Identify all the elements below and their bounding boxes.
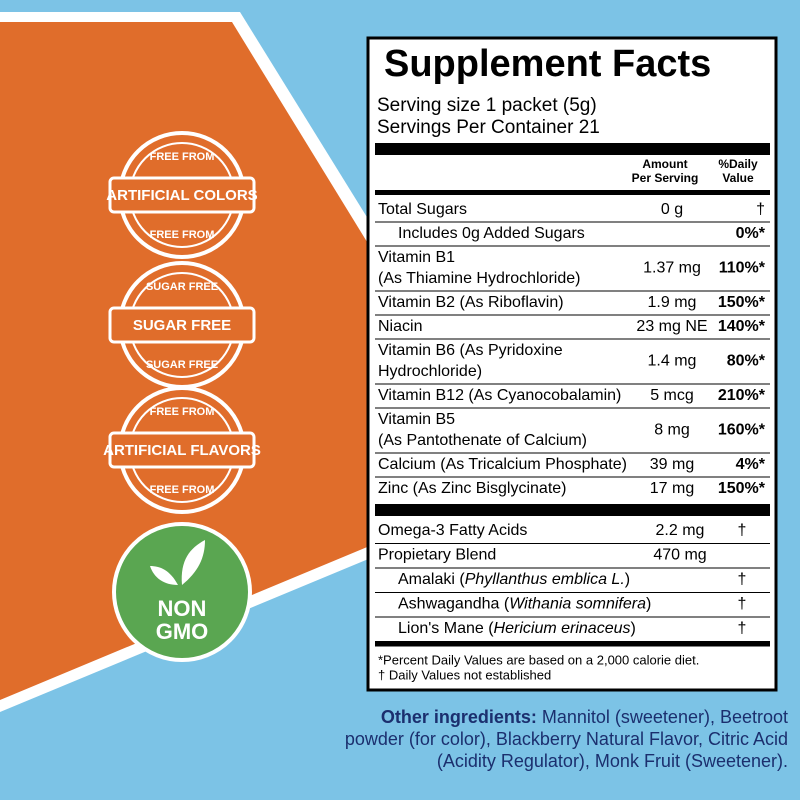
badge-middle: SUGAR FREE — [133, 317, 231, 334]
facts-rows: Total Sugars 0 g † Includes 0g Added Sugars… — [375, 201, 770, 647]
nutrient-amount: 5 mcg — [650, 387, 694, 404]
nutrient-dv: 160%* — [718, 422, 766, 439]
badge-top: FREE FROM — [150, 151, 215, 163]
nutrient-dv: 80%* — [727, 353, 766, 370]
blend-amount: 2.2 mg — [656, 522, 705, 539]
nutrient-amount: 1.37 mg — [643, 260, 701, 277]
blend-name: Propietary Blend — [378, 547, 496, 564]
nutrient-name: Includes 0g Added Sugars — [398, 225, 585, 242]
amount-header: Amount — [642, 157, 687, 171]
nutrient-dv: 4%* — [736, 456, 766, 473]
blend-dv: † — [738, 571, 747, 588]
nutrient-dv: † — [756, 201, 765, 218]
thick-rule — [375, 504, 770, 516]
nutrient-amount: 1.4 mg — [648, 353, 697, 370]
badge-band — [108, 431, 256, 469]
nutrient-name: (As Pantothenate of Calcium) — [378, 432, 587, 449]
blend-name-part: Ashwagandha ( — [398, 596, 510, 613]
blend-name-part: Phyllanthus emblica L. — [465, 571, 625, 588]
nutrient-amount: 8 mg — [654, 422, 690, 439]
nutrient-name: Vitamin B2 (As Riboflavin) — [378, 294, 564, 311]
nutrient-name: Vitamin B5 — [378, 411, 455, 428]
badge-band — [108, 306, 256, 344]
nutrient-name: Niacin — [378, 318, 422, 335]
footnote: *Percent Daily Values are based on a 2,0… — [378, 652, 699, 667]
nutrient-dv: 150%* — [718, 480, 766, 497]
blend-dv: † — [738, 522, 747, 539]
nutrient-amount: 0 g — [661, 201, 683, 218]
nutrient-dv: 110%* — [719, 260, 766, 277]
nutrient-amount: 1.9 mg — [648, 294, 697, 311]
badge-bottom: SUGAR FREE — [146, 359, 218, 371]
blend-name: Amalaki (Phyllanthus emblica L.) — [398, 571, 630, 588]
blend-name-part: Lion's Mane ( — [398, 620, 494, 637]
amount-header: Per Serving — [632, 171, 699, 185]
thick-rule — [375, 143, 770, 155]
nutrient-name: Total Sugars — [378, 201, 467, 218]
nutrient-name: Calcium (As Tricalcium Phosphate) — [378, 456, 627, 473]
gmo-badge: NON GMO — [112, 522, 252, 662]
blend-name-part: ) — [625, 571, 630, 588]
nutrient-amount: 39 mg — [650, 456, 694, 473]
blend-name-part: Withania somnifera — [509, 596, 646, 613]
gmo-line2: GMO — [156, 619, 209, 644]
serving-size: Serving size 1 packet (5g) — [377, 95, 597, 116]
footnote: † Daily Values not established — [378, 667, 551, 682]
nutrient-name: Vitamin B12 (As Cyanocobalamin) — [378, 387, 621, 404]
badge-top: FREE FROM — [150, 406, 215, 418]
nutrient-dv: 150%* — [718, 294, 766, 311]
gmo-circle — [112, 522, 252, 662]
blend-name-part: ) — [646, 596, 651, 613]
blend-name-part: ) — [630, 620, 635, 637]
blend-name: Ashwagandha (Withania somnifera) — [398, 596, 651, 613]
other-heading: Other ingredients: — [380, 707, 537, 727]
badge-bottom: FREE FROM — [150, 229, 215, 241]
dv-header: %Daily — [718, 157, 758, 171]
blend-dv: † — [738, 620, 747, 637]
nutrient-amount: 23 mg NE — [636, 318, 707, 335]
badges: FREE FROM ARTIFICIAL COLORS FREE FROM SUGAR… — [103, 131, 261, 514]
nutrient-name: (As Thiamine Hydrochloride) — [378, 270, 580, 287]
other-text: Mannitol (sweetener), Beetroot powder (f… — [344, 707, 788, 771]
blend-name: Omega-3 Fatty Acids — [378, 522, 527, 539]
nutrient-dv: 0%* — [736, 225, 766, 242]
nutrient-dv: 140%* — [718, 318, 766, 335]
blend-dv: † — [738, 596, 747, 613]
medium-rule — [375, 190, 770, 195]
nutrient-amount: 17 mg — [650, 480, 694, 497]
badge-top: SUGAR FREE — [146, 281, 218, 293]
badge-middle: ARTIFICIAL FLAVORS — [103, 442, 261, 459]
nutrient-name: Zinc (As Zinc Bisglycinate) — [378, 480, 567, 497]
leaf-icon — [150, 540, 205, 585]
blend-name-part: Propietary Blend — [378, 547, 496, 564]
badge-middle: ARTIFICIAL COLORS — [106, 187, 257, 204]
nutrient-name: Hydrochloride) — [378, 363, 482, 380]
blend-name: Lion's Mane (Hericium erinaceus) — [398, 620, 636, 637]
blend-name-part: Amalaki ( — [398, 571, 465, 588]
other-ingredients: Other ingredients: Mannitol (sweetener),… — [318, 706, 788, 772]
nutrient-dv: 210%* — [718, 387, 766, 404]
servings-per-container: Servings Per Container 21 — [377, 117, 600, 138]
nutrient-name: Vitamin B1 — [378, 249, 455, 266]
badge-band — [108, 176, 256, 214]
dv-header: Value — [722, 171, 754, 185]
facts-title: Supplement Facts — [384, 43, 711, 85]
gmo-line1: NON — [158, 596, 207, 621]
thick-rule — [375, 641, 770, 647]
blend-name-part: Omega-3 Fatty Acids — [378, 522, 527, 539]
badge-bottom: FREE FROM — [150, 484, 215, 496]
blend-amount: 470 mg — [653, 547, 706, 564]
blend-name-part: Hericium erinaceus — [494, 620, 631, 637]
nutrient-name: Vitamin B6 (As Pyridoxine — [378, 342, 563, 359]
